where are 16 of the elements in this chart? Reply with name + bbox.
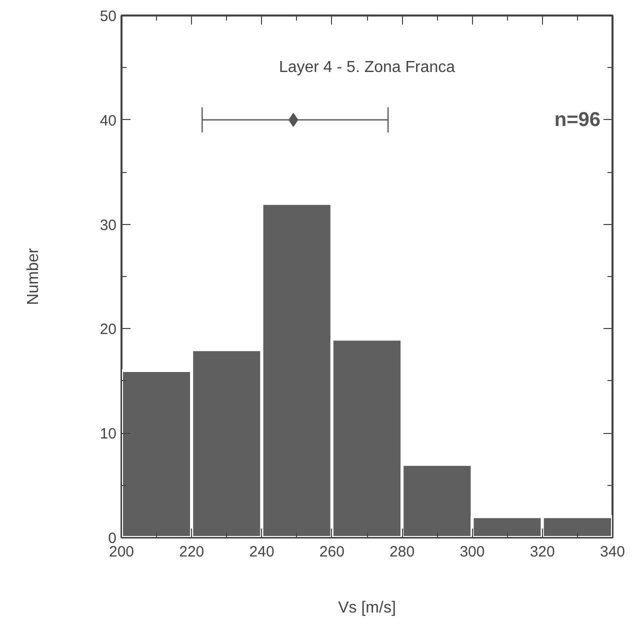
- x-tick-label: 220: [179, 544, 204, 560]
- y-tick-label: 10: [100, 426, 117, 443]
- y-axis-title: Number: [24, 247, 42, 305]
- x-tick-label: 240: [249, 544, 274, 560]
- y-tick-label: 40: [100, 112, 117, 130]
- y-tick-label: 50: [100, 8, 117, 25]
- x-tick-label: 320: [530, 544, 555, 560]
- x-axis-title: Vs [m/s]: [338, 600, 396, 616]
- y-tick-label: 30: [100, 216, 117, 234]
- x-tick-label: 300: [460, 544, 485, 560]
- text: Layer 4 - 5. Zona Franca: [278, 59, 456, 76]
- y-tick-label: 20: [100, 321, 117, 338]
- x-tick-label: 340: [600, 544, 626, 560]
- x-tick-label: 260: [319, 544, 344, 560]
- annotation: n=96: [554, 108, 601, 131]
- x-tick-label: 280: [390, 544, 415, 560]
